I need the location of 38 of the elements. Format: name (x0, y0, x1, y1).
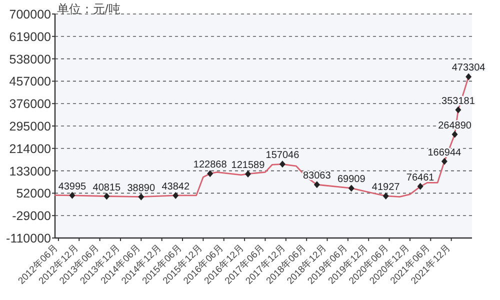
point (69, 192, 76, 199)
point (207, 170, 214, 178)
y-tick-label: 457000 (9, 74, 52, 89)
data-label: 43842 (162, 181, 190, 192)
data-label: 76461 (406, 172, 435, 184)
y-tick-label: 619000 (9, 30, 52, 44)
data-label: 121589 (231, 160, 266, 171)
y-tick-label: 376000 (9, 97, 52, 112)
data-label: 43995 (58, 181, 87, 192)
data-label: 38890 (127, 182, 156, 194)
point (244, 170, 251, 178)
point (348, 184, 354, 192)
data-label: 41927 (372, 182, 400, 193)
y-tick-label: 214000 (9, 142, 52, 156)
point (466, 73, 472, 80)
point (382, 192, 389, 200)
data-label: 473304 (452, 62, 486, 74)
y-tick-label: 295000 (9, 120, 52, 134)
y-tick-label: 52000 (16, 186, 52, 201)
y-tick-label: -29000 (12, 209, 52, 224)
data-label: 40815 (92, 182, 122, 194)
point (441, 158, 448, 165)
point (417, 182, 424, 190)
point (138, 193, 144, 200)
y-tick-label: -110000 (6, 232, 52, 246)
data-label: 69909 (337, 174, 366, 186)
data-label: 157046 (266, 150, 300, 162)
point (314, 181, 320, 188)
point (279, 160, 286, 168)
y-tick-label: 133000 (9, 164, 52, 178)
point (172, 192, 179, 199)
point (452, 130, 458, 138)
y-axis-title: 单位：元/吨 (57, 2, 120, 16)
y-tick-label: 538000 (9, 52, 52, 66)
data-label: 122868 (193, 160, 228, 171)
y-tick-label: 700000 (9, 8, 52, 22)
point (104, 192, 110, 200)
point (455, 106, 462, 114)
